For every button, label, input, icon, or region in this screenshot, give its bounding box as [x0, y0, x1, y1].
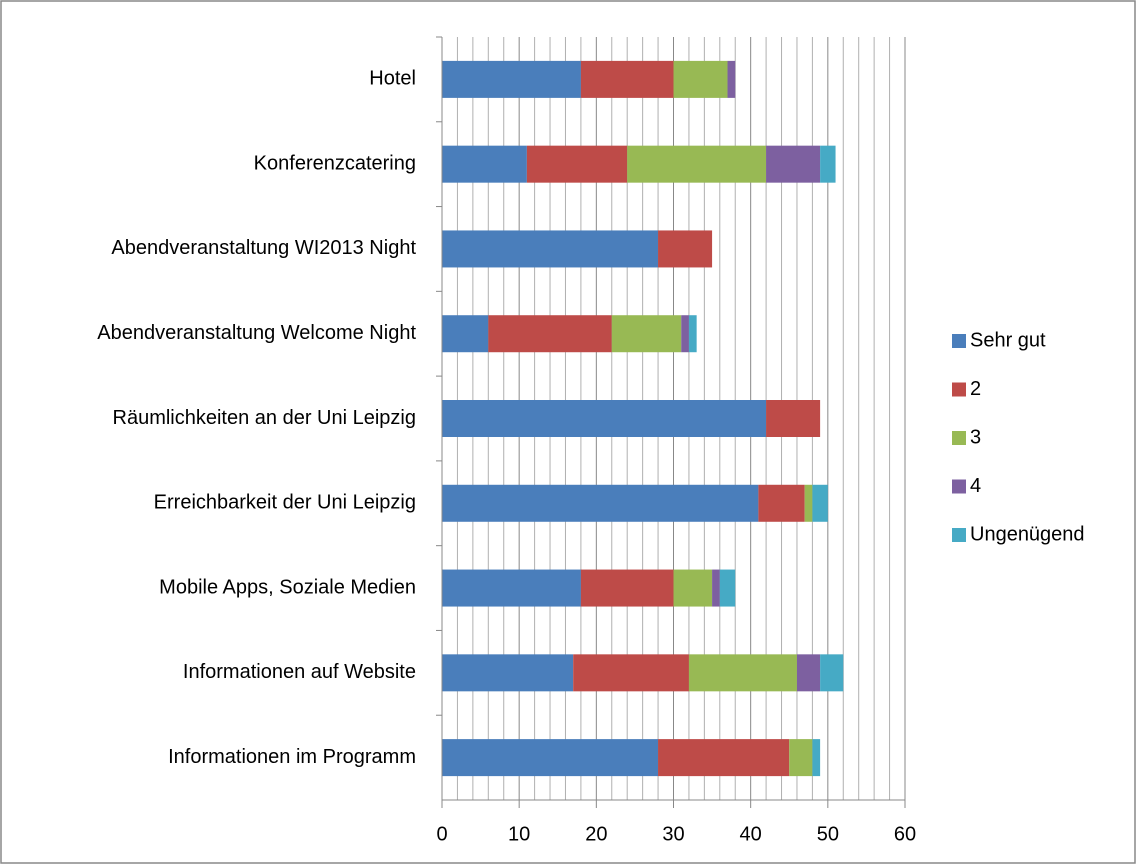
- bar-segment: [658, 739, 790, 777]
- legend-swatch: [952, 431, 966, 445]
- x-tick-label: 30: [662, 823, 684, 845]
- bar-segment: [442, 230, 659, 268]
- y-tick-label: Abendveranstaltung WI2013 Night: [111, 237, 416, 259]
- bar-segment: [681, 315, 689, 353]
- bar-segment: [673, 569, 713, 607]
- legend-swatch: [952, 479, 966, 494]
- bar-segment: [611, 315, 682, 353]
- bar-segment: [688, 315, 697, 353]
- y-tick-label: Informationen auf Website: [183, 661, 416, 683]
- x-tick-label: 60: [894, 823, 916, 845]
- bar-segment: [573, 654, 689, 692]
- bar-segment: [442, 60, 581, 98]
- bar-segment: [442, 315, 489, 353]
- legend-label: Sehr gut: [970, 329, 1046, 351]
- bar-segment: [442, 739, 659, 777]
- y-tick-label: Informationen im Programm: [168, 746, 416, 768]
- bar-segment: [580, 569, 674, 607]
- legend-swatch: [952, 528, 966, 542]
- bar-segment: [488, 315, 612, 353]
- legend-label: 3: [970, 426, 981, 448]
- bar-segment: [442, 145, 527, 183]
- x-tick-label: 0: [436, 823, 447, 845]
- legend-swatch: [952, 334, 966, 348]
- y-tick-label: Räumlichkeiten an der Uni Leipzig: [113, 407, 417, 429]
- x-tick-label: 10: [508, 823, 530, 845]
- bar-segment: [727, 60, 736, 98]
- bar-segment: [712, 569, 720, 607]
- bar-segment: [719, 569, 736, 607]
- bar-segment: [688, 654, 797, 692]
- bar-segment: [526, 145, 628, 183]
- x-tick-label: 50: [817, 823, 839, 845]
- bar-segment: [758, 484, 805, 522]
- bar-segment: [820, 145, 836, 183]
- legend-label: 4: [970, 475, 981, 497]
- bar-segment: [766, 145, 821, 183]
- bar-segment: [673, 60, 728, 98]
- y-tick-label: Erreichbarkeit der Uni Leipzig: [154, 492, 416, 514]
- y-tick-label: Mobile Apps, Soziale Medien: [159, 576, 416, 598]
- y-tick-label: Konferenzcatering: [254, 152, 416, 174]
- bar-segment: [766, 400, 821, 437]
- y-tick-label: Hotel: [369, 68, 416, 90]
- legend-label: Ungenügend: [970, 523, 1085, 545]
- bar-segment: [442, 654, 574, 692]
- bar-segment: [442, 484, 759, 522]
- bar-segment: [442, 400, 767, 437]
- x-tick-label: 20: [585, 823, 607, 845]
- legend-label: 2: [970, 378, 981, 400]
- bar-segment: [812, 739, 821, 777]
- bar-segment: [580, 60, 674, 98]
- bar-segment: [796, 654, 821, 692]
- bar-segment: [812, 484, 828, 522]
- bar-segment: [442, 569, 581, 607]
- x-tick-label: 40: [740, 823, 762, 845]
- legend-swatch: [952, 382, 966, 397]
- bar-segment: [789, 739, 813, 777]
- bar-segment: [627, 145, 767, 183]
- y-tick-label: Abendveranstaltung Welcome Night: [97, 322, 416, 344]
- bar-segment: [820, 654, 844, 692]
- bar-segment: [658, 230, 713, 268]
- bar-segment: [804, 484, 813, 522]
